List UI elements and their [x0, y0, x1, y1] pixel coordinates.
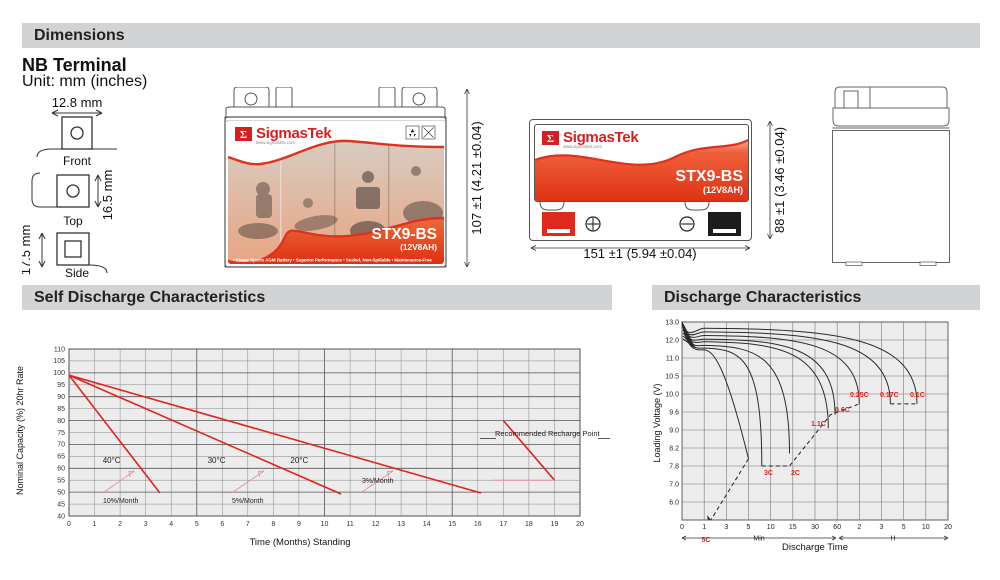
- svg-text:20°C: 20°C: [290, 456, 308, 465]
- svg-text:10: 10: [767, 524, 775, 531]
- svg-text:15: 15: [448, 521, 456, 528]
- svg-text:105: 105: [53, 358, 65, 365]
- svg-text:20: 20: [576, 521, 584, 528]
- svg-text:9: 9: [297, 521, 301, 528]
- svg-text:17.5 mm: 17.5 mm: [22, 225, 33, 276]
- svg-text:90: 90: [57, 394, 65, 401]
- svg-text:Front: Front: [63, 154, 92, 168]
- svg-text:10: 10: [321, 521, 329, 528]
- svg-text:30°C: 30°C: [208, 456, 226, 465]
- svg-text:0.1C: 0.1C: [910, 392, 925, 399]
- svg-text:11.0: 11.0: [666, 356, 679, 363]
- svg-text:18: 18: [525, 521, 533, 528]
- svg-text:7.0: 7.0: [669, 482, 679, 489]
- svg-text:6: 6: [220, 521, 224, 528]
- svg-text:8: 8: [271, 521, 275, 528]
- svg-text:STX9-BS: STX9-BS: [372, 226, 437, 243]
- svg-text:110: 110: [54, 346, 65, 353]
- svg-text:10.0: 10.0: [665, 392, 679, 399]
- svg-text:Loading Voltage (V): Loading Voltage (V): [652, 383, 662, 462]
- svg-text:75: 75: [57, 430, 65, 437]
- svg-text:Discharge Time: Discharge Time: [782, 542, 848, 553]
- svg-text:0: 0: [67, 521, 71, 528]
- svg-text:Σ: Σ: [547, 133, 554, 145]
- svg-text:H: H: [890, 536, 895, 543]
- svg-text:3: 3: [880, 524, 884, 531]
- svg-text:Recommended Recharge Point: Recommended Recharge Point: [495, 429, 601, 438]
- svg-text:2C: 2C: [791, 470, 800, 477]
- svg-text:• Power Sports AGM Battery: • Power Sports AGM Battery • Superior Pe…: [233, 258, 432, 263]
- svg-text:13: 13: [397, 521, 405, 528]
- svg-text:11: 11: [346, 521, 353, 528]
- svg-text:Min: Min: [753, 536, 764, 543]
- svg-text:Nominal Capacity (%) 20hr Rate: Nominal Capacity (%) 20hr Rate: [15, 366, 25, 495]
- svg-text:60: 60: [833, 524, 841, 531]
- svg-text:65: 65: [57, 454, 65, 461]
- svg-text:4: 4: [169, 521, 173, 528]
- svg-text:0.6C: 0.6C: [835, 407, 850, 414]
- svg-text:100: 100: [53, 370, 65, 377]
- svg-text:5: 5: [747, 524, 751, 531]
- svg-text:107 ±1 (4.21 ±0.04): 107 ±1 (4.21 ±0.04): [469, 121, 484, 234]
- svg-text:2: 2: [857, 524, 861, 531]
- svg-text:151 ±1 (5.94 ±0.04): 151 ±1 (5.94 ±0.04): [583, 246, 696, 261]
- svg-text:15: 15: [789, 524, 797, 531]
- svg-text:16.5 mm: 16.5 mm: [100, 170, 115, 221]
- svg-text:10: 10: [922, 524, 930, 531]
- svg-text:12.0: 12.0: [665, 338, 679, 345]
- svg-text:19: 19: [551, 521, 559, 528]
- svg-text:40: 40: [57, 513, 65, 520]
- svg-text:20: 20: [944, 524, 952, 531]
- svg-text:0.25C: 0.25C: [850, 392, 869, 399]
- svg-text:9.6: 9.6: [669, 410, 679, 417]
- svg-text:13.0: 13.0: [665, 320, 679, 327]
- svg-text:17: 17: [500, 521, 508, 528]
- svg-text:3%/Month: 3%/Month: [362, 478, 394, 485]
- svg-text:85: 85: [57, 406, 65, 413]
- svg-text:7: 7: [246, 521, 250, 528]
- svg-text:1.1C: 1.1C: [811, 421, 826, 428]
- svg-text:(12V8AH): (12V8AH): [703, 185, 743, 195]
- svg-text:40°C: 40°C: [103, 456, 121, 465]
- svg-text:12: 12: [372, 521, 380, 528]
- svg-text:Σ: Σ: [240, 129, 247, 141]
- svg-text:3: 3: [724, 524, 728, 531]
- svg-text:STX9-BS: STX9-BS: [675, 168, 743, 185]
- svg-text:12.8 mm: 12.8 mm: [52, 95, 103, 110]
- svg-text:0: 0: [680, 524, 684, 531]
- svg-text:80: 80: [57, 418, 65, 425]
- svg-text:5: 5: [195, 521, 199, 528]
- svg-text:3C: 3C: [764, 470, 773, 477]
- svg-text:2: 2: [118, 521, 122, 528]
- svg-text:10.5: 10.5: [665, 374, 679, 381]
- svg-text:45: 45: [57, 501, 65, 508]
- svg-text:8.2: 8.2: [669, 446, 679, 453]
- svg-text:5%/Month: 5%/Month: [232, 498, 264, 505]
- svg-text:3: 3: [144, 521, 148, 528]
- svg-text:Top: Top: [63, 214, 83, 228]
- svg-text:55: 55: [57, 478, 65, 485]
- svg-text:14: 14: [423, 521, 431, 528]
- svg-text:9.0: 9.0: [669, 428, 679, 435]
- svg-text:1: 1: [93, 521, 97, 528]
- svg-text:www.sigmastek.com: www.sigmastek.com: [563, 144, 602, 149]
- svg-text:www.sigmastek.com: www.sigmastek.com: [256, 140, 295, 145]
- svg-text:88 ±1 (3.46 ±0.04): 88 ±1 (3.46 ±0.04): [772, 127, 787, 233]
- svg-text:70: 70: [57, 442, 65, 449]
- svg-text:6.0: 6.0: [669, 500, 679, 507]
- svg-text:50: 50: [57, 489, 65, 496]
- svg-text:10%/Month: 10%/Month: [103, 498, 139, 505]
- svg-text:Time (Months) Standing: Time (Months) Standing: [249, 537, 350, 548]
- svg-text:60: 60: [57, 466, 65, 473]
- svg-text:1: 1: [702, 524, 706, 531]
- svg-text:0.17C: 0.17C: [880, 392, 899, 399]
- svg-text:5: 5: [902, 524, 906, 531]
- svg-text:30: 30: [811, 524, 819, 531]
- svg-text:16: 16: [474, 521, 482, 528]
- svg-text:7.8: 7.8: [669, 464, 679, 471]
- svg-text:Side: Side: [65, 266, 89, 280]
- svg-text:95: 95: [57, 382, 65, 389]
- svg-text:(12V8AH): (12V8AH): [400, 242, 437, 252]
